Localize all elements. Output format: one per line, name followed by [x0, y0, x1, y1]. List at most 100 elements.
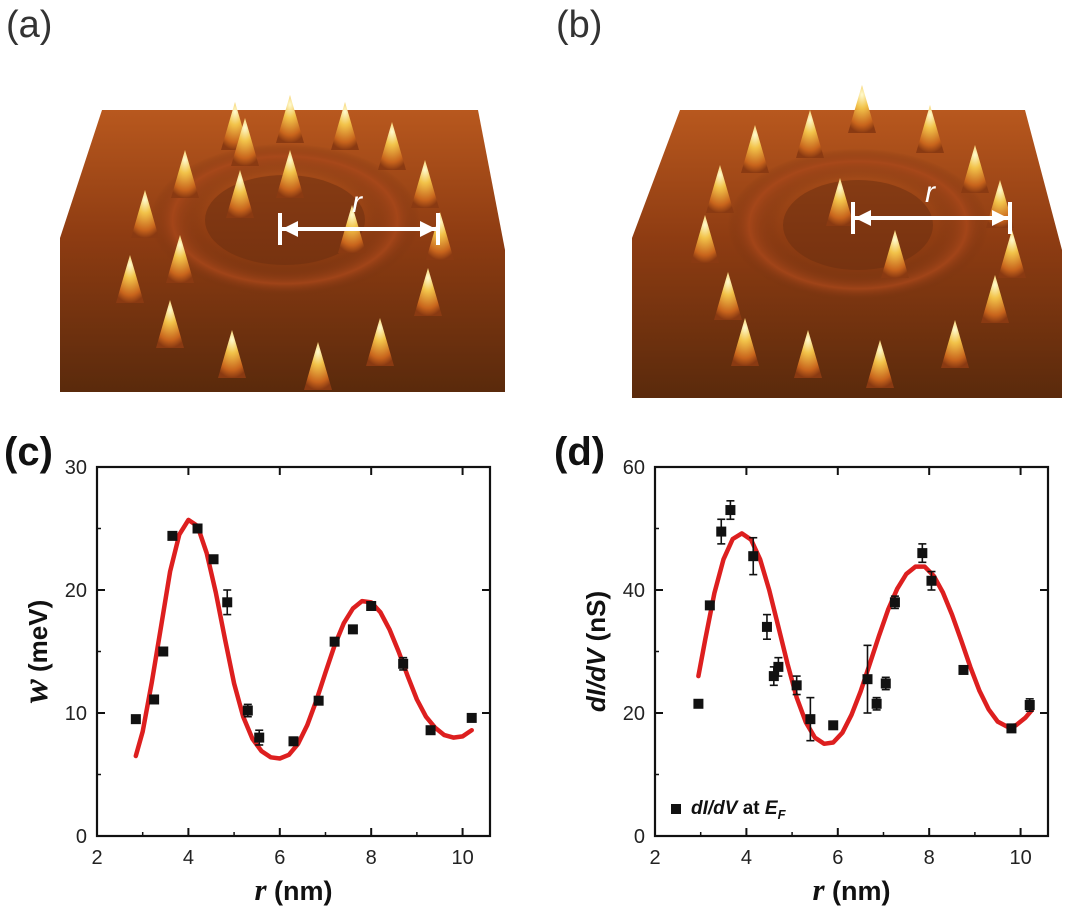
- stm-spike: [156, 300, 184, 348]
- stm-spike: [304, 342, 332, 390]
- r-label-b: r: [925, 176, 936, 209]
- stm-spike: [414, 268, 442, 316]
- stm-spike: [411, 160, 439, 208]
- data-point: [149, 694, 160, 705]
- stm-image-a: r: [60, 95, 505, 392]
- data-point: [167, 530, 178, 541]
- stm-spike: [276, 150, 304, 198]
- stm-spike: [796, 110, 824, 158]
- y-tick-label: 20: [623, 703, 645, 725]
- stm-spike: [218, 330, 246, 378]
- data-point: [862, 674, 873, 685]
- stm-spike: [998, 230, 1026, 278]
- stm-spike: [276, 95, 304, 143]
- stm-spike: [881, 230, 909, 278]
- r-label-a: r: [352, 186, 363, 219]
- data-point: [313, 695, 324, 706]
- stm-spike: [941, 320, 969, 368]
- stm-spike: [961, 145, 989, 193]
- data-point: [926, 575, 937, 586]
- y-axis-label: dI/dV (nS): [581, 591, 611, 712]
- data-point: [329, 636, 340, 647]
- stm-spike: [171, 150, 199, 198]
- r-arrow-a: r: [278, 186, 440, 245]
- legend-label: dI/dV at EF: [691, 798, 787, 822]
- stm-spike: [731, 318, 759, 366]
- stm-spike: [981, 275, 1009, 323]
- data-point: [242, 705, 253, 716]
- panel-label-c: (c): [4, 430, 53, 474]
- stm-spike: [826, 178, 854, 226]
- stm-spike: [131, 190, 159, 238]
- data-point: [761, 621, 772, 632]
- stm-spike: [116, 255, 144, 303]
- data-point: [1006, 723, 1017, 734]
- data-point: [880, 678, 891, 689]
- data-point: [768, 671, 779, 682]
- stm-spike: [231, 118, 259, 166]
- stm-center-pit-b: [783, 180, 933, 270]
- x-tick-label: 4: [183, 847, 194, 869]
- r-arrow-head-right: [420, 221, 436, 237]
- data-point: [466, 712, 477, 723]
- y-tick-label: 0: [634, 826, 645, 848]
- data-point: [693, 698, 704, 709]
- stm-spike: [866, 340, 894, 388]
- y-tick-label: 30: [65, 457, 87, 479]
- data-point: [222, 597, 233, 608]
- data-point: [748, 551, 759, 562]
- x-tick-label: 2: [649, 847, 660, 869]
- data-point: [347, 624, 358, 635]
- stm-spike: [741, 125, 769, 173]
- data-point: [366, 600, 377, 611]
- x-tick-label: 2: [91, 847, 102, 869]
- stm-spike: [166, 235, 194, 283]
- stm-spike: [378, 122, 406, 170]
- data-point: [158, 646, 169, 657]
- data-point: [889, 597, 900, 608]
- data-point: [725, 505, 736, 516]
- legend-marker: [671, 804, 681, 814]
- r-arrow-head-left: [282, 221, 298, 237]
- y-tick-label: 0: [76, 826, 87, 848]
- data-point: [805, 714, 816, 725]
- r-arrow-head-right: [992, 210, 1008, 226]
- data-point: [917, 548, 928, 559]
- stm-spike: [706, 165, 734, 213]
- r-arrow-head-left: [855, 210, 871, 226]
- x-tick-label: 10: [451, 847, 473, 869]
- data-point: [773, 661, 784, 672]
- stm-spike: [366, 318, 394, 366]
- stm-image-b: r: [632, 85, 1062, 398]
- spikes-b: [691, 85, 1026, 388]
- panel-label-a: (a): [6, 4, 53, 46]
- y-tick-label: 20: [65, 580, 87, 602]
- x-axis-label: r (nm): [254, 872, 332, 907]
- data-point: [398, 658, 409, 669]
- data-point: [704, 600, 715, 611]
- x-tick-label: 10: [1009, 847, 1031, 869]
- panel-label-b: (b): [556, 4, 603, 46]
- data-point: [288, 736, 299, 747]
- data-point: [828, 720, 839, 731]
- stm-spike: [691, 215, 719, 263]
- y-tick-label: 60: [623, 457, 645, 479]
- data-point: [208, 554, 219, 565]
- data-point: [791, 680, 802, 691]
- panel-label-d: (d): [554, 430, 606, 474]
- data-point: [958, 664, 969, 675]
- y-axis-label: w (meV): [15, 600, 55, 703]
- x-tick-label: 6: [274, 847, 285, 869]
- x-tick-label: 6: [832, 847, 843, 869]
- data-point: [716, 526, 727, 537]
- chart-c: 2 4 6 8 10 0 10 20 30 r (nm) w (meV): [15, 457, 492, 907]
- plot-frame: [653, 465, 1050, 838]
- stm-spike: [226, 170, 254, 218]
- data-point: [425, 725, 436, 736]
- x-tick-label: 8: [366, 847, 377, 869]
- fit-curve: [133, 517, 474, 761]
- spikes-a: [116, 95, 454, 390]
- stm-spike: [916, 105, 944, 153]
- y-tick-label: 40: [623, 580, 645, 602]
